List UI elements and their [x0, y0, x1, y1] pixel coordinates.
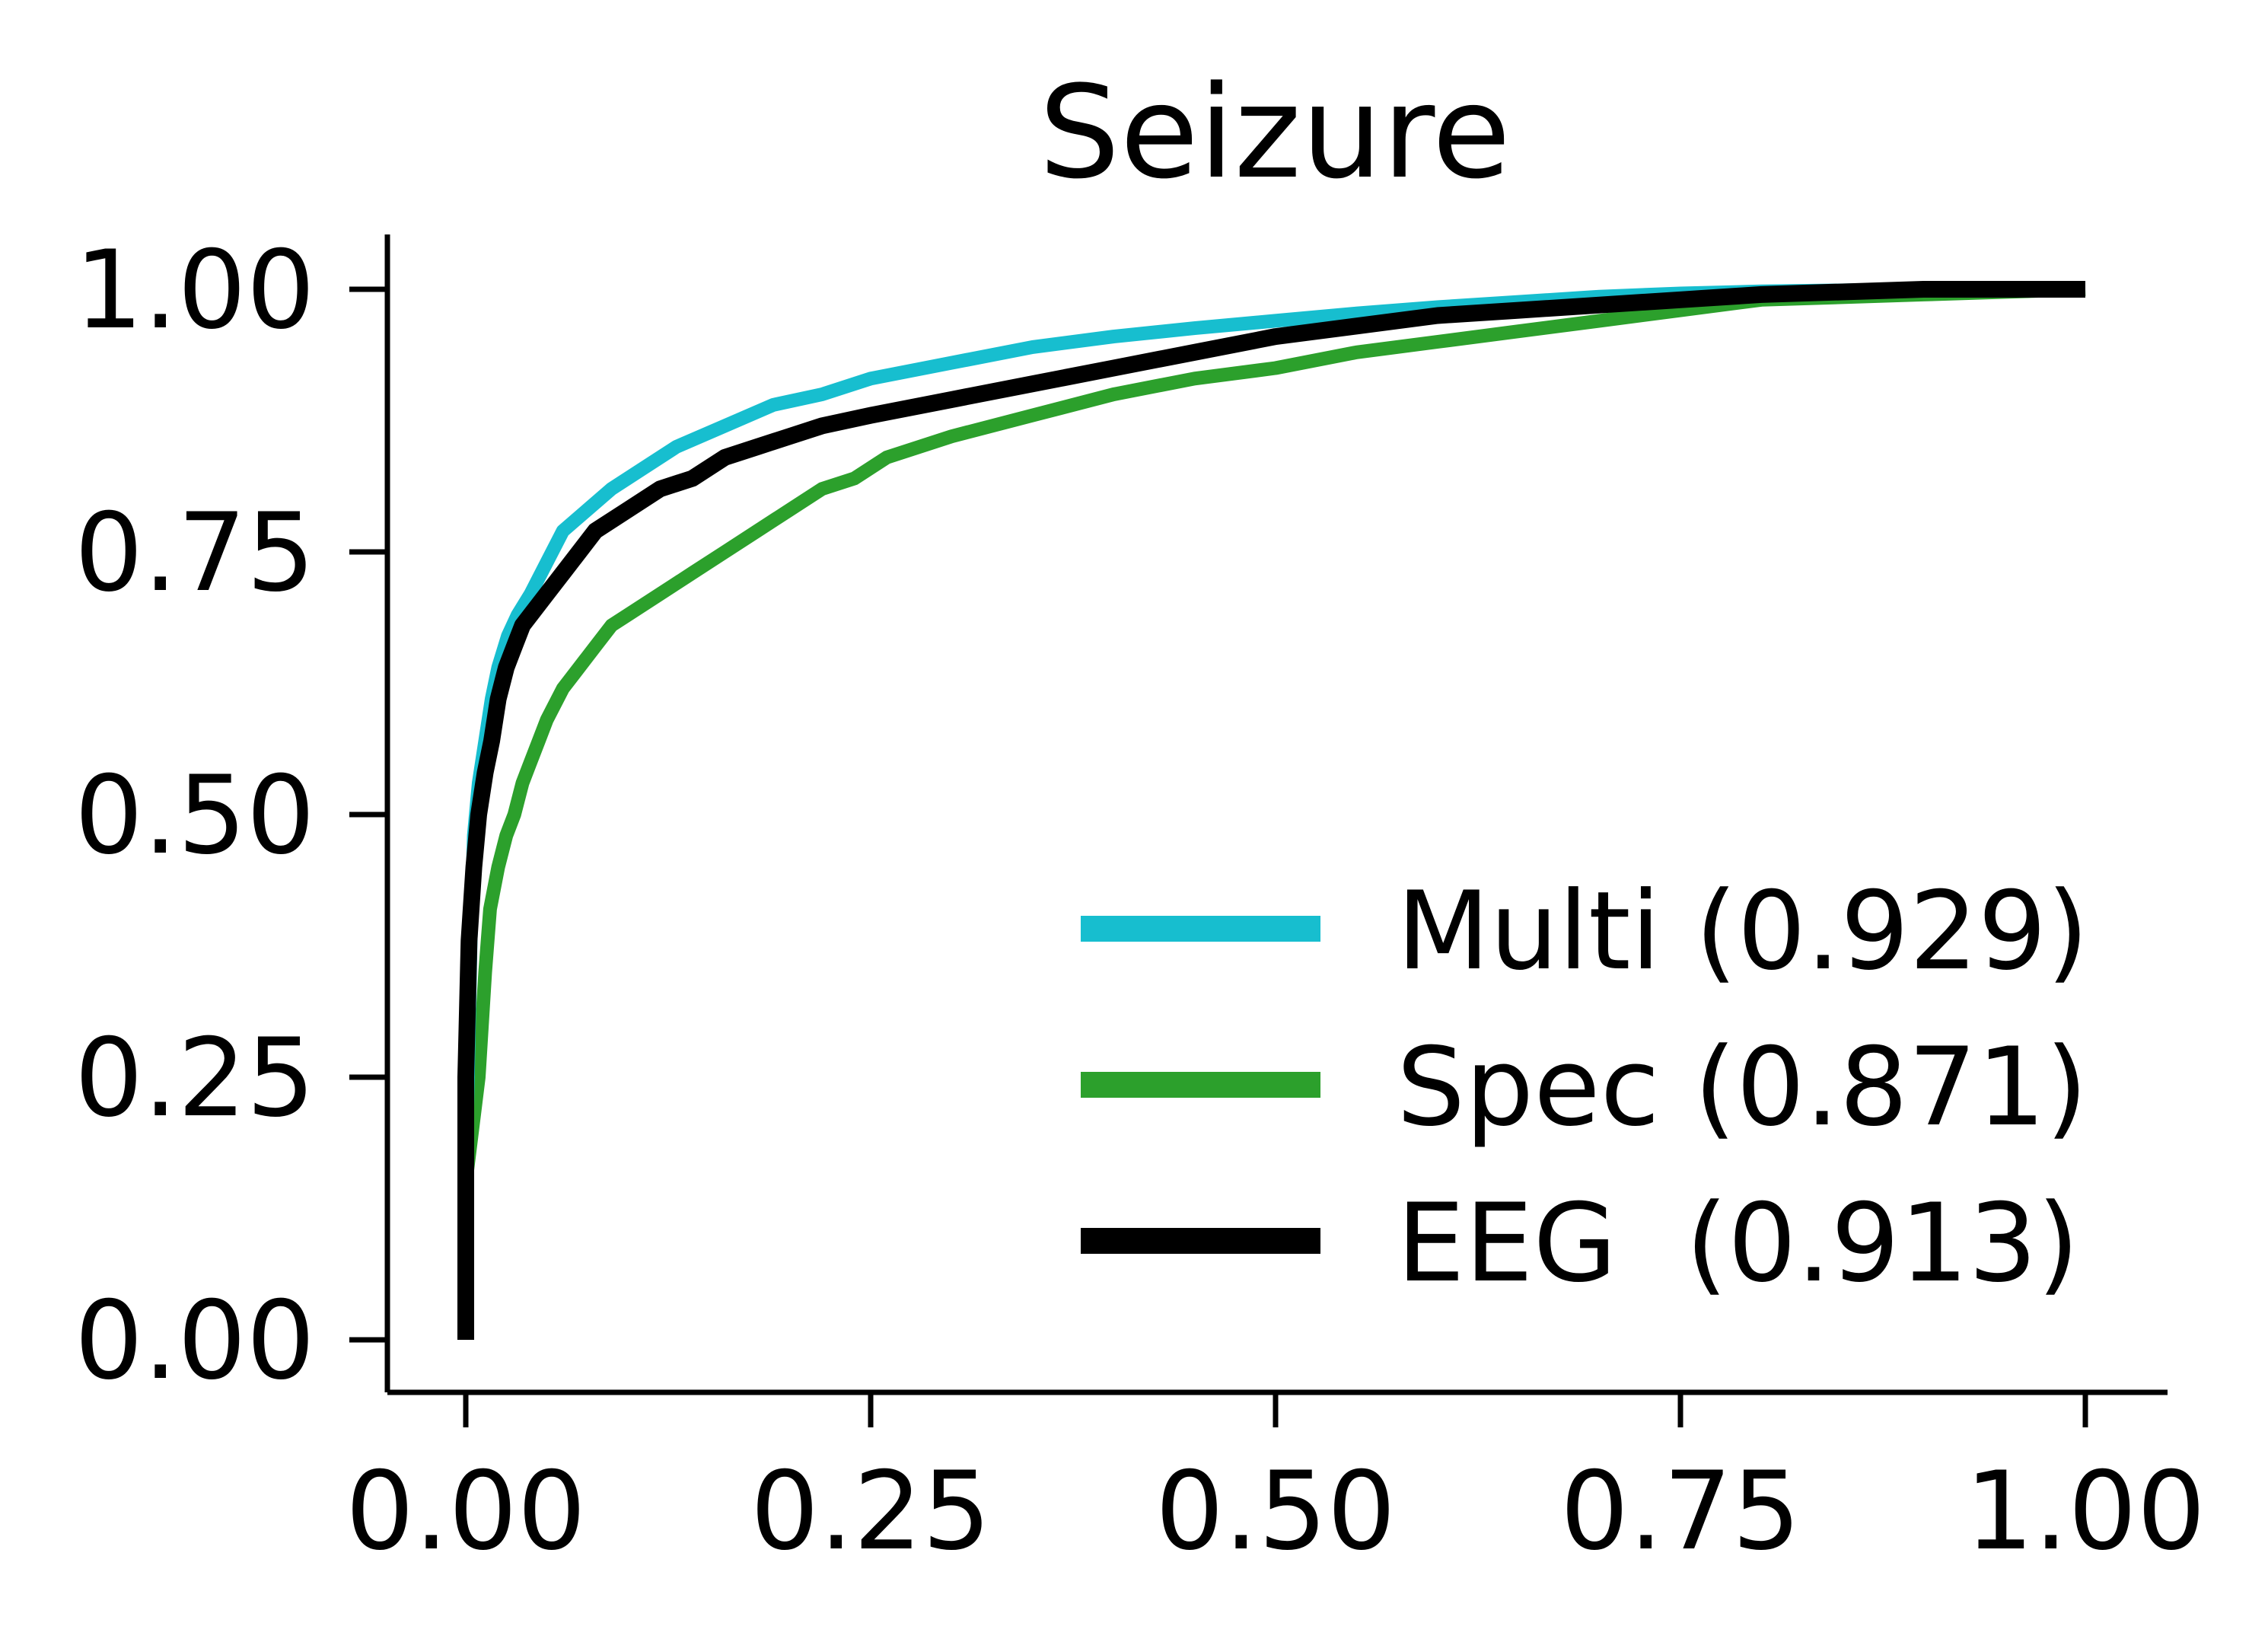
legend: Multi (0.929) Spec (0.871) EEG (0.913) [1081, 869, 2089, 1306]
y-tick-label: 0.50 [75, 753, 315, 878]
y-tick-label: 0.25 [75, 1016, 315, 1141]
legend-label: EEG (0.913) [1397, 1181, 2079, 1306]
series-line-eeg [457, 281, 2085, 1340]
legend-label: Spec (0.871) [1397, 1025, 2088, 1150]
x-tick-label: 0.25 [750, 1449, 991, 1574]
y-tick-label: 1.00 [75, 228, 315, 353]
y-tick-label: 0.75 [75, 490, 315, 616]
y-tick-label: 0.00 [75, 1278, 315, 1404]
x-tick-label: 0.50 [1155, 1449, 1396, 1574]
x-tick-label: 0.00 [346, 1449, 586, 1574]
y-axis-ticks: 0.00 0.25 0.50 0.75 1.00 [75, 228, 387, 1404]
chart-title: Seizure [1039, 58, 1511, 207]
x-tick-label: 0.75 [1560, 1449, 1801, 1574]
series-line-spec [459, 282, 2086, 1340]
x-axis-ticks: 0.00 0.25 0.50 0.75 1.00 [346, 1392, 2206, 1574]
series-layer [457, 281, 2086, 1340]
legend-label: Multi (0.929) [1397, 869, 2089, 994]
x-tick-label: 1.00 [1965, 1449, 2206, 1574]
